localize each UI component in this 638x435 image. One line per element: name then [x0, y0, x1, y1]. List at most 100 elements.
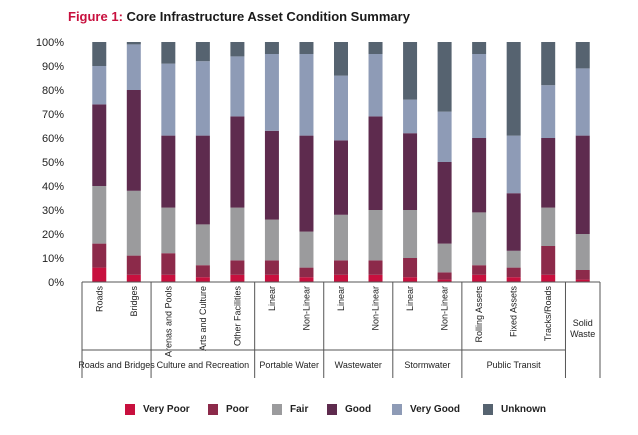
bar-segment-fair — [126, 190, 141, 256]
bar-segment-poor — [575, 270, 590, 280]
bar-segment-unknown — [195, 42, 210, 62]
x-category-label: Roads — [94, 286, 104, 313]
group-label: Culture and Recreation — [157, 360, 250, 370]
bar-segment-unknown — [437, 42, 452, 112]
bar-segment-good — [575, 135, 590, 234]
bar-segment-unknown — [299, 42, 314, 54]
bar-segment-unknown — [161, 42, 176, 64]
x-category-label: Arenas and Pools — [163, 286, 173, 358]
bar-segment-very-good — [541, 85, 556, 138]
figure-label: Figure 1: — [68, 9, 123, 24]
bar-segment-poor — [403, 258, 418, 278]
group-label: Portable Water — [259, 360, 319, 370]
legend-item-poor: Poor — [208, 402, 249, 416]
bar-segment-very-poor — [541, 274, 556, 282]
bar-segment-very-good — [403, 99, 418, 134]
legend-swatch — [392, 403, 402, 415]
bar-segment-very-poor — [334, 274, 348, 282]
legend-label: Poor — [226, 403, 249, 415]
bar-segment-very-poor — [299, 277, 314, 282]
bar-segment-fair — [264, 219, 279, 261]
bar-segment-good — [126, 90, 141, 191]
bar-segment-very-poor — [230, 274, 245, 282]
bar-segment-unknown — [472, 42, 487, 54]
y-tick-label: 20% — [42, 229, 64, 241]
bar-segment-fair — [575, 234, 590, 270]
legend-swatch — [208, 403, 218, 415]
bar-segment-very-poor — [437, 279, 452, 282]
bar-segment-very-good — [437, 111, 452, 162]
bar-segment-fair — [334, 214, 348, 261]
bar-segment-very-poor — [195, 277, 210, 282]
bar-segment-good — [264, 130, 279, 220]
bar-segment-good — [472, 138, 487, 213]
chart-title: Figure 1: Core Infrastructure Asset Cond… — [68, 9, 410, 24]
bar-segment-very-poor — [403, 277, 418, 282]
bar-segment-poor — [541, 246, 556, 275]
title-text: Core Infrastructure Asset Condition Summ… — [126, 9, 410, 24]
bar-segment-very-good — [230, 56, 245, 117]
bar-segment-fair — [299, 231, 314, 268]
legend-item-good: Good — [327, 402, 371, 416]
bar-segment-poor — [161, 253, 176, 275]
stacked-bar-chart: 0% 10% 20% 30% 40% 50% 60% 70% 80% 90% 100% Roads B… — [36, 37, 601, 378]
legend-swatch — [272, 403, 282, 415]
x-category-label: Non-Linear — [371, 286, 381, 331]
bar-segment-very-good — [92, 66, 107, 105]
x-category-label: Linear — [336, 286, 346, 311]
x-category-label: Rolling Assets — [474, 286, 484, 343]
y-tick-label: 70% — [42, 109, 64, 121]
legend-label: Very Good — [410, 403, 461, 415]
legend-swatch — [125, 403, 135, 415]
bar-segment-good — [437, 162, 452, 244]
y-axis: 0% 10% 20% 30% 40% 50% 60% 70% 80% 90% 100% — [36, 37, 64, 289]
bars — [92, 42, 590, 282]
group-label: Public Transit — [487, 360, 542, 370]
legend-swatch — [327, 403, 337, 415]
legend-label: Good — [345, 403, 372, 415]
legend-label: Very Poor — [143, 403, 190, 415]
bar-segment-very-good — [126, 44, 141, 90]
bar-segment-unknown — [506, 42, 521, 136]
legend-item-very-good: Very Good — [392, 402, 460, 416]
bar-segment-fair — [472, 212, 487, 266]
y-tick-label: 50% — [42, 157, 64, 169]
bar-segment-very-good — [368, 54, 383, 117]
bar-segment-good — [92, 104, 107, 186]
y-tick-label: 80% — [42, 85, 64, 97]
y-tick-label: 40% — [42, 181, 64, 193]
legend-item-fair: Fair — [272, 402, 308, 416]
bar-segment-poor — [264, 260, 279, 275]
bar-segment-fair — [161, 207, 176, 254]
bar-segment-poor — [126, 255, 141, 275]
x-category-label: Linear — [405, 286, 415, 311]
y-tick-label: 60% — [42, 133, 64, 145]
bar-segment-very-good — [195, 61, 210, 136]
x-category-label: Tracks/Roads — [543, 286, 553, 342]
bar-segment-poor — [195, 265, 210, 278]
bar-segment-very-poor — [472, 274, 487, 282]
bar-segment-unknown — [368, 42, 383, 54]
x-category-label: Non-Linear — [440, 286, 450, 331]
bar-segment-good — [403, 133, 418, 210]
bar-segment-fair — [92, 186, 107, 244]
x-category-label: Bridges — [129, 286, 139, 317]
bar-segment-fair — [541, 207, 556, 246]
bar-segment-fair — [506, 250, 521, 268]
bar-segment-poor — [299, 267, 314, 278]
x-category-label: Fixed Assets — [509, 286, 519, 338]
bar-segment-fair — [368, 210, 383, 261]
group-label: Waste — [570, 329, 595, 339]
bar-segment-very-poor — [575, 279, 590, 282]
group-label: Solid — [573, 318, 593, 328]
bar-segment-unknown — [230, 42, 245, 57]
x-category-label: Linear — [267, 286, 277, 311]
bar-segment-fair — [437, 243, 452, 273]
bar-segment-poor — [334, 260, 348, 275]
group-label: Roads and Bridges — [78, 360, 155, 370]
bar-segment-very-good — [299, 54, 314, 136]
y-tick-label: 10% — [42, 253, 64, 265]
bar-segment-poor — [230, 260, 245, 275]
y-tick-label: 90% — [42, 61, 64, 73]
group-label: Stormwater — [404, 360, 450, 370]
